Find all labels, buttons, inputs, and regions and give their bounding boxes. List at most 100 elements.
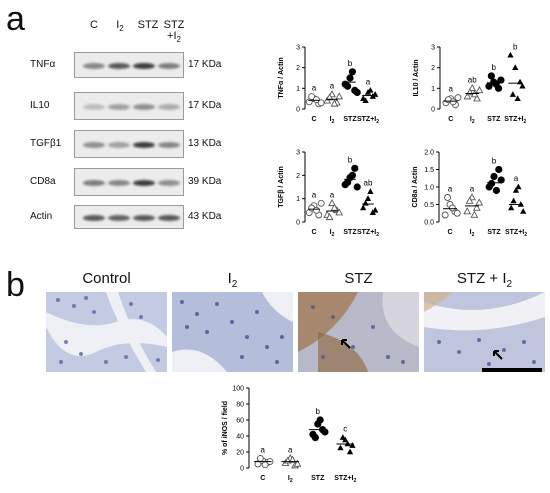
blot-band xyxy=(158,104,180,110)
data-point xyxy=(463,207,472,215)
y-axis-label: TGFβ / Actin xyxy=(278,166,285,208)
data-point xyxy=(517,201,524,207)
data-point xyxy=(293,459,302,467)
x-tick-label: STZ+I2 xyxy=(357,116,379,125)
blot-strip xyxy=(74,130,184,158)
data-point xyxy=(509,91,516,97)
micrograph-title-control: Control xyxy=(82,270,131,287)
data-point xyxy=(495,165,503,174)
data-point xyxy=(367,188,374,194)
data-point xyxy=(475,86,484,94)
data-point xyxy=(444,194,452,201)
blot-kda-label: 13 KDa xyxy=(188,138,222,149)
y-tick-label: 0 xyxy=(296,220,300,227)
data-point xyxy=(515,183,522,190)
x-tick-label: STZ+I2 xyxy=(357,229,379,238)
blot-band xyxy=(108,215,130,221)
data-point xyxy=(353,183,361,191)
x-tick-label: STZ xyxy=(487,116,501,123)
x-tick-label: STZ+I2 xyxy=(505,229,527,238)
panel-letter-a: a xyxy=(6,0,25,38)
blot-band xyxy=(83,142,105,148)
blot-strip xyxy=(74,205,184,229)
blot-protein-label: IL10 xyxy=(30,100,50,111)
significance-letter: a xyxy=(330,190,335,199)
x-tick-label: STZ+I2 xyxy=(504,116,526,125)
x-tick-label: I2 xyxy=(470,229,475,238)
data-point xyxy=(360,204,367,211)
data-point xyxy=(514,95,521,101)
data-point xyxy=(328,198,336,207)
data-point xyxy=(335,92,344,100)
blot-band xyxy=(133,104,155,110)
y-tick-label: 2.0 xyxy=(424,150,434,157)
blot-kda-label: 39 KDa xyxy=(188,176,222,187)
blot-band xyxy=(83,180,105,186)
x-tick-label: STZ xyxy=(487,229,501,236)
blot-band xyxy=(83,104,105,110)
data-point xyxy=(346,448,354,455)
data-point xyxy=(348,68,356,76)
y-tick-label: 2 xyxy=(431,65,435,72)
data-point xyxy=(454,94,462,102)
significance-letter: a xyxy=(312,190,317,199)
data-point xyxy=(321,428,329,436)
y-tick-label: 2 xyxy=(296,173,300,180)
data-point xyxy=(463,92,472,100)
data-point xyxy=(367,86,374,93)
x-tick-label: C xyxy=(311,116,316,123)
tgfb-scatter-plot: 0 1 2 3 TGFβ / Actin a Ca I2 b STZ ab STZ+I2 xyxy=(278,150,379,239)
data-point xyxy=(520,208,527,214)
panel-letter-b: b xyxy=(6,266,25,304)
data-point xyxy=(346,74,354,82)
data-point xyxy=(448,204,456,212)
blot-protein-label: TGFβ1 xyxy=(30,138,62,149)
data-point xyxy=(288,455,297,463)
x-tick-label: C xyxy=(448,116,453,123)
x-tick-label: C xyxy=(260,475,265,482)
data-point xyxy=(330,99,339,107)
data-point xyxy=(344,178,352,186)
data-point xyxy=(339,434,346,440)
x-tick-label: I2 xyxy=(330,229,335,238)
y-tick-label: 40 xyxy=(236,434,244,441)
y-tick-label: 3 xyxy=(431,45,435,52)
data-point xyxy=(317,199,325,207)
data-point xyxy=(362,97,369,104)
y-tick-label: 0.5 xyxy=(424,202,434,209)
y-axis-label: IL10 / Actin xyxy=(413,59,420,96)
data-point xyxy=(512,187,520,193)
lane-label-c: C xyxy=(90,19,98,31)
data-point xyxy=(470,210,479,218)
data-point xyxy=(312,206,320,214)
blot-protein-label: CD8a xyxy=(30,176,56,187)
blot-band xyxy=(83,63,105,69)
micrograph-stz-i2 xyxy=(424,292,545,372)
y-tick-label: 0 xyxy=(296,107,300,114)
data-point xyxy=(497,76,505,84)
data-point xyxy=(475,198,484,206)
data-point xyxy=(497,176,505,184)
blot-strip xyxy=(74,92,184,120)
scale-bar xyxy=(482,368,542,372)
y-axis-label: CD8a / Actin xyxy=(412,167,419,208)
tnfa-scatter-plot: 0 1 2 3 TNFα / Actin a Ca I2 b STZ a STZ+I2 xyxy=(278,45,379,126)
significance-letter: b xyxy=(513,42,518,51)
significance-letter: b xyxy=(348,155,353,164)
data-point xyxy=(364,195,372,201)
data-point xyxy=(312,96,320,104)
x-tick-label: STZ xyxy=(311,475,325,482)
significance-letter: a xyxy=(288,445,293,454)
data-point xyxy=(344,440,351,447)
y-tick-label: 0 xyxy=(431,107,435,114)
y-tick-label: 2 xyxy=(296,65,300,72)
blot-band xyxy=(158,180,180,186)
y-tick-label: 0.0 xyxy=(424,220,434,227)
data-point xyxy=(510,197,517,204)
data-point xyxy=(335,208,344,216)
y-tick-label: 100 xyxy=(232,386,244,393)
y-tick-label: 60 xyxy=(236,418,244,425)
blot-band xyxy=(108,63,130,69)
data-point xyxy=(353,88,361,97)
significance-letter: a xyxy=(448,185,453,194)
